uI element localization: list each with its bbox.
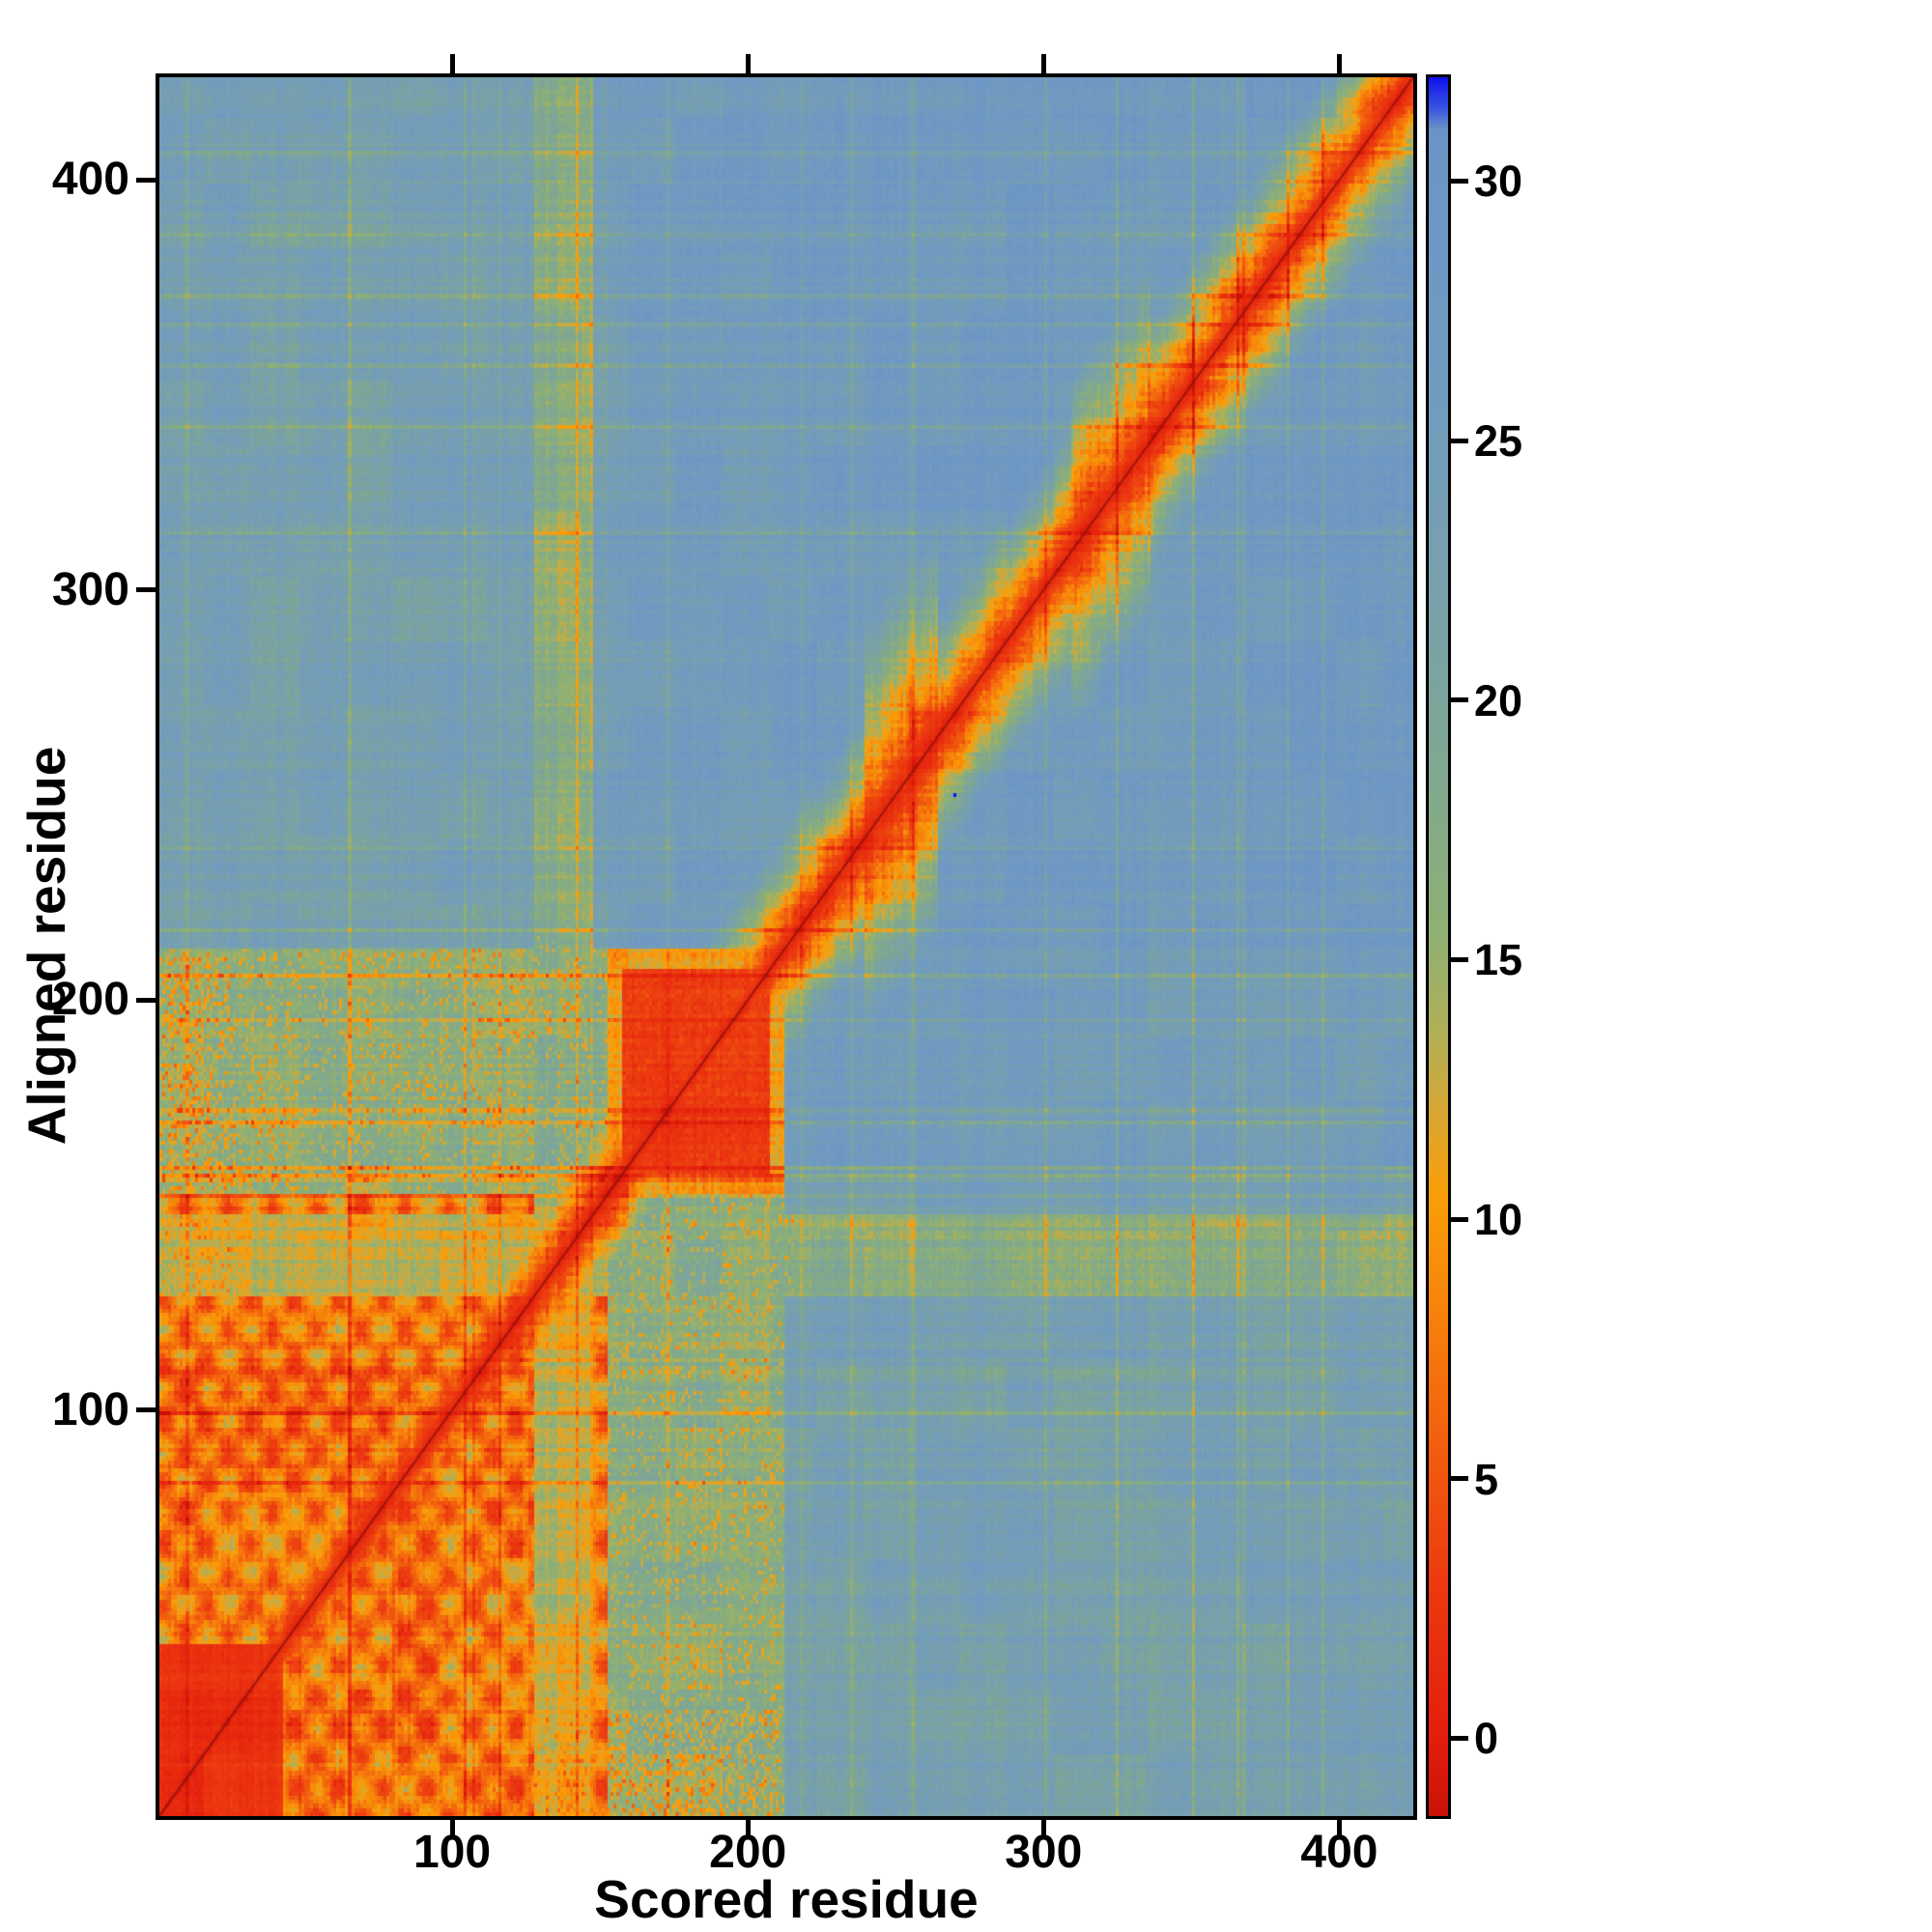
colorbar-tick-label: 30 <box>1474 156 1523 207</box>
y-tick-mark <box>136 1407 156 1413</box>
colorbar-tick-mark <box>1451 438 1468 443</box>
y-tick-label: 400 <box>51 154 129 206</box>
colorbar-tick-label: 20 <box>1474 675 1523 725</box>
y-tick-label: 200 <box>51 974 129 1026</box>
x-tick-mark-bottom <box>449 1820 455 1839</box>
colorbar-tick-label: 25 <box>1474 416 1523 467</box>
y-tick-label: 300 <box>51 563 129 615</box>
x-tick-mark-bottom <box>1336 1820 1342 1839</box>
x-tick-mark-bottom <box>745 1820 751 1839</box>
colorbar-tick-mark <box>1451 1476 1468 1482</box>
heatmap-canvas <box>159 77 1413 1816</box>
x-tick-mark-top <box>1040 54 1046 73</box>
x-tick-label: 100 <box>413 1827 492 1878</box>
colorbar-tick-label: 0 <box>1474 1714 1499 1764</box>
colorbar-tick-mark <box>1451 1735 1468 1741</box>
colorbar-tick-mark <box>1451 178 1468 184</box>
colorbar-tick-label: 10 <box>1474 1195 1523 1245</box>
colorbar-tick-mark <box>1451 956 1468 962</box>
y-axis-title: Aligned residue <box>16 746 76 1146</box>
colorbar-tick-mark <box>1451 1216 1468 1222</box>
colorbar-tick-label: 5 <box>1474 1454 1499 1504</box>
x-tick-mark-top <box>449 54 455 73</box>
x-tick-label: 200 <box>709 1827 787 1878</box>
colorbar <box>1426 74 1451 1819</box>
colorbar-tick-label: 15 <box>1474 935 1523 985</box>
x-axis-title: Scored residue <box>594 1869 979 1929</box>
x-tick-label: 400 <box>1300 1827 1378 1878</box>
y-tick-mark <box>136 997 156 1003</box>
x-tick-mark-top <box>745 54 751 73</box>
y-tick-label: 100 <box>51 1383 129 1435</box>
y-tick-mark <box>136 177 156 183</box>
colorbar-canvas <box>1429 77 1448 1816</box>
x-tick-mark-top <box>1336 54 1342 73</box>
colorbar-tick-mark <box>1451 697 1468 703</box>
x-tick-mark-bottom <box>1040 1820 1046 1839</box>
heatmap-plot-area <box>156 73 1417 1820</box>
y-tick-mark <box>136 587 156 593</box>
x-tick-label: 300 <box>1005 1827 1083 1878</box>
